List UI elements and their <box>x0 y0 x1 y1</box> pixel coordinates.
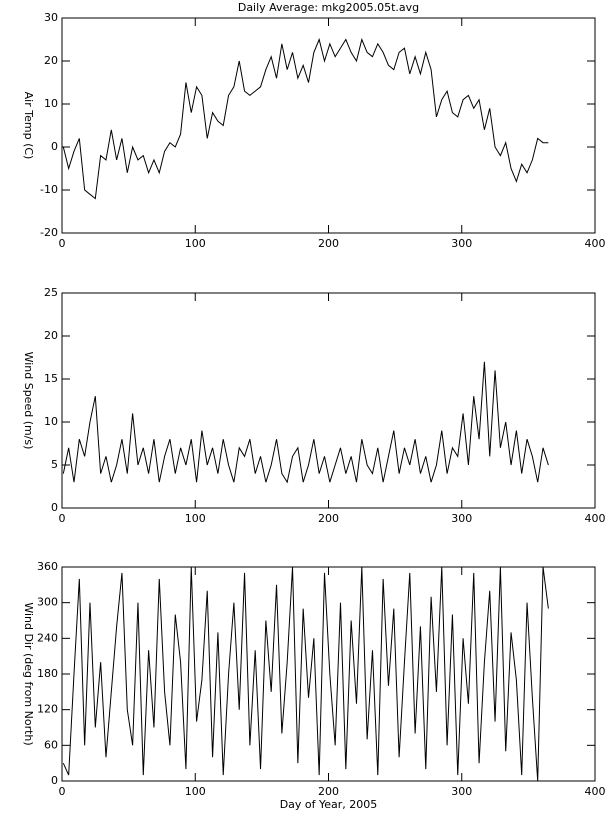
y-tick-label: 10 <box>44 415 58 428</box>
x-tick-label: 0 <box>59 237 66 250</box>
data-line <box>62 37 549 200</box>
data-line <box>62 361 549 484</box>
x-tick-label: 100 <box>185 785 206 798</box>
y-tick-label: 0 <box>51 774 58 787</box>
y-tick-label: 20 <box>44 329 58 342</box>
plot-frame <box>61 17 596 234</box>
y-tick-label: -10 <box>40 183 58 196</box>
plot-frame <box>61 566 596 782</box>
x-tick-label: 300 <box>451 785 472 798</box>
x-tick-label: 400 <box>585 785 606 798</box>
x-tick-label: 200 <box>318 512 339 525</box>
y-tick-label: 120 <box>37 703 58 716</box>
x-tick-label: 300 <box>451 512 472 525</box>
x-tick-label: 400 <box>585 237 606 250</box>
x-tick-label: 100 <box>185 512 206 525</box>
y-tick-label: -20 <box>40 226 58 239</box>
x-tick-label: 100 <box>185 237 206 250</box>
y-tick-label: 0 <box>51 140 58 153</box>
y-tick-label: 5 <box>51 458 58 471</box>
x-tick-label: 0 <box>59 785 66 798</box>
x-tick-label: 300 <box>451 237 472 250</box>
y-tick-label: 360 <box>37 560 58 573</box>
y-tick-label: 10 <box>44 97 58 110</box>
x-tick-label: 200 <box>318 237 339 250</box>
y-tick-label: 60 <box>44 738 58 751</box>
chart-title: Daily Average: mkg2005.05t.avg <box>238 1 419 14</box>
x-tick-label: 200 <box>318 785 339 798</box>
x-axis-label: Day of Year, 2005 <box>280 798 378 811</box>
data-line <box>62 566 549 782</box>
y-tick-label: 25 <box>44 286 58 299</box>
y-tick-label: 15 <box>44 372 58 385</box>
y-tick-label: 20 <box>44 54 58 67</box>
y-tick-label: 300 <box>37 596 58 609</box>
x-tick-label: 400 <box>585 512 606 525</box>
y-axis-label: Air Temp (C) <box>22 92 35 160</box>
x-tick-label: 0 <box>59 512 66 525</box>
y-tick-label: 0 <box>51 501 58 514</box>
y-tick-label: 180 <box>37 667 58 680</box>
y-tick-label: 30 <box>44 11 58 24</box>
y-axis-label: Wind Dir (deg from North) <box>22 602 35 745</box>
y-tick-label: 240 <box>37 631 58 644</box>
y-axis-label: Wind Speed (m/s) <box>22 352 35 450</box>
